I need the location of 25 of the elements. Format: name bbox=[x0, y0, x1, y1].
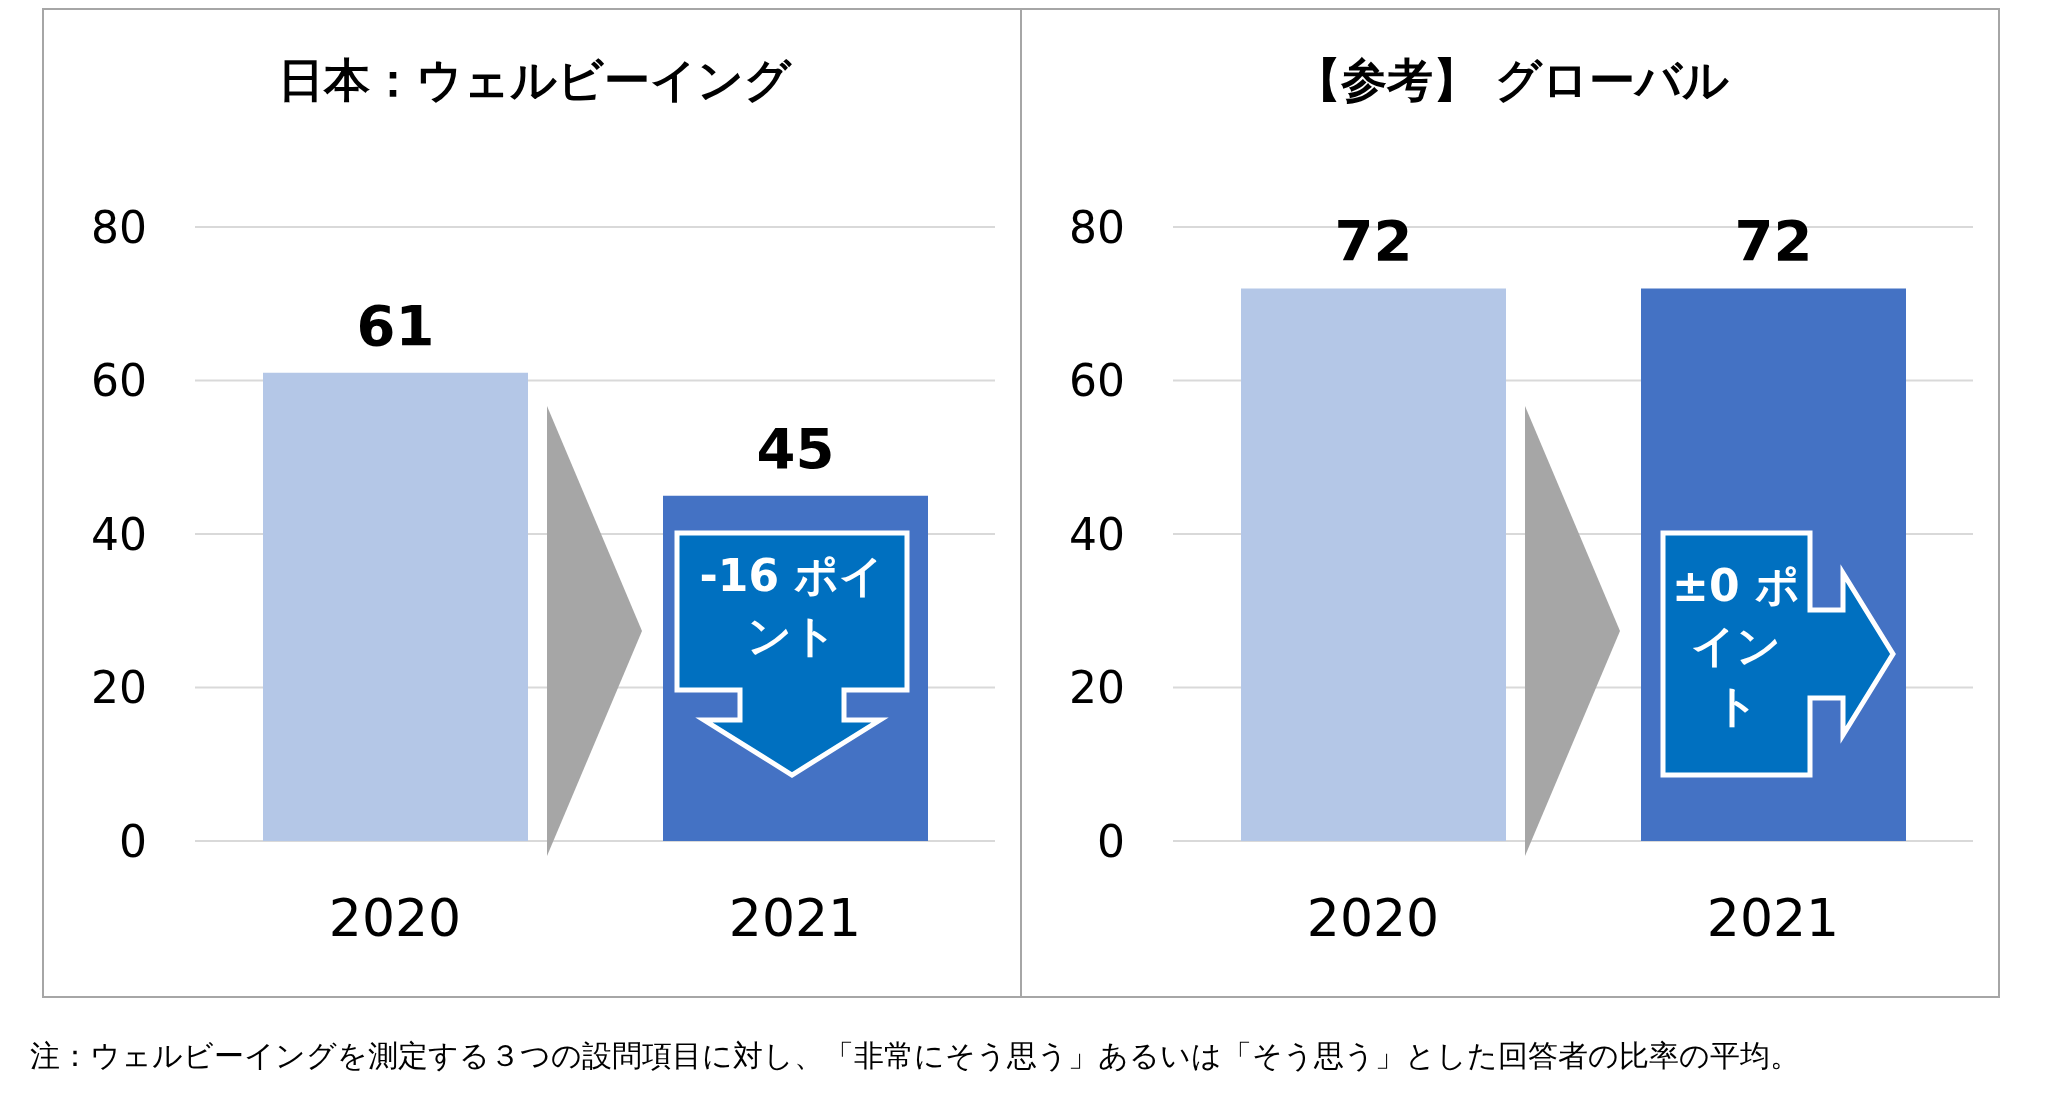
y-tick-label: 20 bbox=[91, 662, 147, 714]
data-label: 61 bbox=[356, 292, 435, 358]
x-tick-label: 2020 bbox=[1306, 887, 1440, 948]
x-tick-label: 2021 bbox=[1706, 887, 1840, 948]
x-tick-label: 2020 bbox=[328, 887, 462, 948]
chart-title: 【参考】 グローバル bbox=[1294, 52, 1730, 109]
y-tick-label: 0 bbox=[1097, 815, 1125, 867]
y-tick-label: 40 bbox=[91, 508, 147, 560]
annotation: ±0 ポイント bbox=[1671, 559, 1801, 733]
annotation: -16 ポイント bbox=[698, 549, 886, 663]
chart-title: 日本：ウェルビーイング bbox=[276, 52, 793, 109]
y-tick-label: 0 bbox=[119, 815, 147, 867]
y-tick-label: 60 bbox=[1069, 355, 1125, 407]
x-tick-label: 2021 bbox=[728, 887, 862, 948]
y-tick-label: 40 bbox=[1069, 508, 1125, 560]
text: 注：ウェルビーイングを測定する３つの設問項目に対し、「非常にそう思う」あるいは「そう思う」とした回答者の比率の平均。 bbox=[30, 1037, 1800, 1075]
data-label: 72 bbox=[1734, 208, 1813, 274]
y-tick-label: 20 bbox=[1069, 662, 1125, 714]
arrow-right-icon: ±0 ポイント bbox=[1658, 528, 1898, 780]
y-tick-label: 60 bbox=[91, 355, 147, 407]
data-label: 72 bbox=[1334, 208, 1413, 274]
y-tick-label: 80 bbox=[1069, 201, 1125, 253]
y-tick-label: 80 bbox=[91, 201, 147, 253]
arrow-down-icon: -16 ポイント bbox=[672, 528, 912, 780]
data-label: 45 bbox=[756, 415, 835, 481]
